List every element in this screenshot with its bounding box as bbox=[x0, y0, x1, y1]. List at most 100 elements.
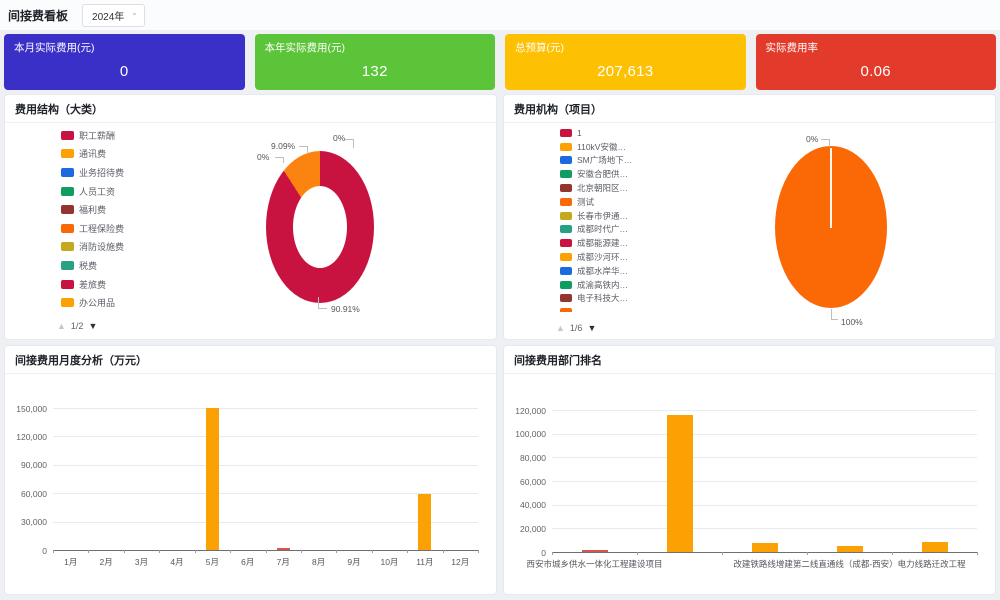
legend-item[interactable]: 测试 bbox=[560, 195, 632, 209]
x-axis-tick bbox=[442, 550, 444, 553]
legend-item[interactable]: 办公用品 bbox=[61, 293, 124, 312]
legend-page-up-icon[interactable]: ▲ bbox=[57, 321, 66, 331]
legend-item[interactable]: 成渝高铁内… bbox=[560, 278, 632, 292]
legend-swatch-icon bbox=[560, 142, 572, 151]
legend-item[interactable]: 安徽合肥供… bbox=[560, 167, 632, 181]
y-axis-tick-label: 90,000 bbox=[21, 460, 47, 471]
pie-slice-label: 9.09% bbox=[271, 141, 296, 151]
legend-item-label: 消防设施费 bbox=[79, 242, 125, 253]
legend-item[interactable]: 工程保险费 bbox=[61, 219, 124, 238]
legend-page-indicator: 1/2 bbox=[70, 321, 84, 331]
legend-page-down-icon[interactable]: ▼ bbox=[587, 323, 597, 333]
bar[interactable] bbox=[666, 414, 693, 552]
legend-item-label: 人员工资 bbox=[79, 186, 116, 197]
x-axis-category-label: 6月 bbox=[241, 557, 255, 567]
legend-item[interactable]: 税费 bbox=[61, 256, 124, 275]
legend-item-label: 工程保险费 bbox=[79, 223, 125, 234]
bar[interactable] bbox=[581, 550, 608, 552]
gridline bbox=[53, 436, 478, 438]
bar[interactable] bbox=[921, 541, 948, 552]
x-axis-category-label: 11月 bbox=[416, 557, 434, 567]
legend-swatch-icon bbox=[560, 184, 572, 193]
y-axis-tick-label: 80,000 bbox=[520, 452, 546, 463]
legend-item[interactable]: 长春市伊通… bbox=[560, 209, 632, 223]
legend-item-label: 成都时代广… bbox=[577, 224, 629, 235]
legend-item[interactable]: 业务招待费 bbox=[61, 163, 124, 182]
legend-swatch-icon bbox=[61, 130, 74, 140]
legend-item[interactable]: 通讯费 bbox=[61, 145, 124, 164]
legend-swatch-icon bbox=[560, 170, 572, 179]
legend-swatch-icon bbox=[61, 242, 74, 252]
legend-item-label: 成都能源建… bbox=[577, 238, 629, 249]
legend-item[interactable]: 职工薪酬 bbox=[61, 126, 124, 145]
legend-item-label: 职工薪酬 bbox=[79, 130, 116, 141]
legend-swatch-icon bbox=[61, 298, 74, 308]
legend-swatch-icon bbox=[560, 253, 572, 262]
x-axis-tick bbox=[407, 550, 409, 553]
y-axis-tick-label: 60,000 bbox=[520, 476, 546, 487]
gridline bbox=[552, 504, 977, 506]
bar[interactable] bbox=[751, 543, 778, 552]
panel-title: 间接费用月度分析（万元） bbox=[5, 346, 496, 374]
legend-page-indicator: 1/6 bbox=[569, 323, 583, 333]
bar[interactable] bbox=[836, 545, 863, 552]
kpi-value: 0.06 bbox=[860, 63, 891, 80]
y-axis-tick-label: 150,000 bbox=[16, 403, 47, 414]
legend-item[interactable]: 110kV安徽… bbox=[560, 140, 632, 154]
legend-page-down-icon[interactable]: ▼ bbox=[88, 321, 98, 331]
kpi-value: 207,613 bbox=[597, 63, 654, 80]
legend-item[interactable]: 消防设施费 bbox=[61, 238, 124, 257]
year-select[interactable]: 2024年 ⌄ bbox=[82, 3, 146, 27]
panel-title: 费用结构（大类） bbox=[5, 95, 496, 123]
legend-item-label: 办公用品 bbox=[79, 298, 116, 309]
legend-item[interactable] bbox=[560, 305, 632, 312]
x-axis-category-label: 1月 bbox=[64, 557, 78, 567]
x-axis-category-label: 改建铁路线增建第二线直通线（成都-西安）电力线路迁改工程 bbox=[733, 559, 966, 569]
bar[interactable] bbox=[418, 494, 432, 550]
gridline bbox=[53, 464, 478, 466]
legend-swatch-icon bbox=[61, 223, 74, 233]
legend-item-label: 业务招待费 bbox=[79, 167, 125, 178]
label-connector bbox=[275, 157, 284, 163]
legend-swatch-icon bbox=[560, 156, 572, 165]
kpi-card-year-actual: 本年实际费用(元) 132 bbox=[254, 34, 495, 90]
x-axis-tick bbox=[159, 550, 161, 553]
legend-swatch-icon bbox=[560, 308, 572, 312]
panel-expense-structure: 费用结构（大类） 职工薪酬通讯费业务招待费人员工资福利费工程保险费消防设施费税费… bbox=[4, 94, 497, 340]
legend-item[interactable]: 成都沙河环… bbox=[560, 250, 632, 264]
legend-item[interactable]: SM广场地下… bbox=[560, 154, 632, 168]
legend-item[interactable]: 电子科技大… bbox=[560, 292, 632, 306]
legend-item-label: 成都沙河环… bbox=[577, 252, 629, 263]
x-axis-tick bbox=[637, 552, 638, 555]
x-axis-tick bbox=[123, 550, 125, 553]
legend-item-label: 差旅费 bbox=[79, 279, 107, 290]
x-axis-category-label: 7月 bbox=[276, 557, 290, 567]
legend-item[interactable]: 北京朝阳区… bbox=[560, 181, 632, 195]
legend-item[interactable]: 人员工资 bbox=[61, 182, 124, 201]
label-connector bbox=[318, 297, 327, 309]
legend-swatch-icon bbox=[560, 211, 572, 220]
kpi-row: 本月实际费用(元) 0 本年实际费用(元) 132 总预算(元) 207,613… bbox=[4, 34, 996, 90]
legend-item[interactable]: 差旅费 bbox=[61, 275, 124, 294]
bar[interactable] bbox=[205, 408, 219, 550]
legend-item-label: 1 bbox=[577, 127, 582, 138]
legend-item-label: 成都水岸华… bbox=[577, 265, 629, 276]
panel-title: 费用机构（项目） bbox=[504, 95, 995, 123]
legend-item[interactable]: 成都能源建… bbox=[560, 236, 632, 250]
page-title: 间接费看板 bbox=[8, 8, 69, 23]
label-connector bbox=[299, 146, 308, 154]
monthly-bar-chart: 0 30,000 60,000 90,000 120,000 150,000 1月 2月 3月 4… bbox=[7, 402, 482, 572]
legend-item[interactable]: 1 bbox=[560, 126, 632, 140]
legend-item[interactable]: 成都时代广… bbox=[560, 223, 632, 237]
label-connector bbox=[831, 309, 838, 320]
gridline bbox=[53, 408, 478, 409]
x-axis-tick bbox=[230, 550, 232, 553]
panel-expense-organization: 费用机构（项目） 1 110kV安徽… SM广场地下… 安徽合肥供… 北京朝阳区… 测试长… bbox=[503, 94, 996, 340]
donut-hole bbox=[293, 186, 347, 268]
legend-page-up-icon[interactable]: ▲ bbox=[556, 323, 565, 333]
x-axis-tick bbox=[88, 550, 90, 553]
legend-pager: ▲ 1/2 ▼ bbox=[57, 321, 97, 331]
legend-item[interactable]: 福利费 bbox=[61, 200, 124, 219]
legend-item[interactable]: 成都水岸华… bbox=[560, 264, 632, 278]
bar[interactable] bbox=[276, 548, 290, 550]
